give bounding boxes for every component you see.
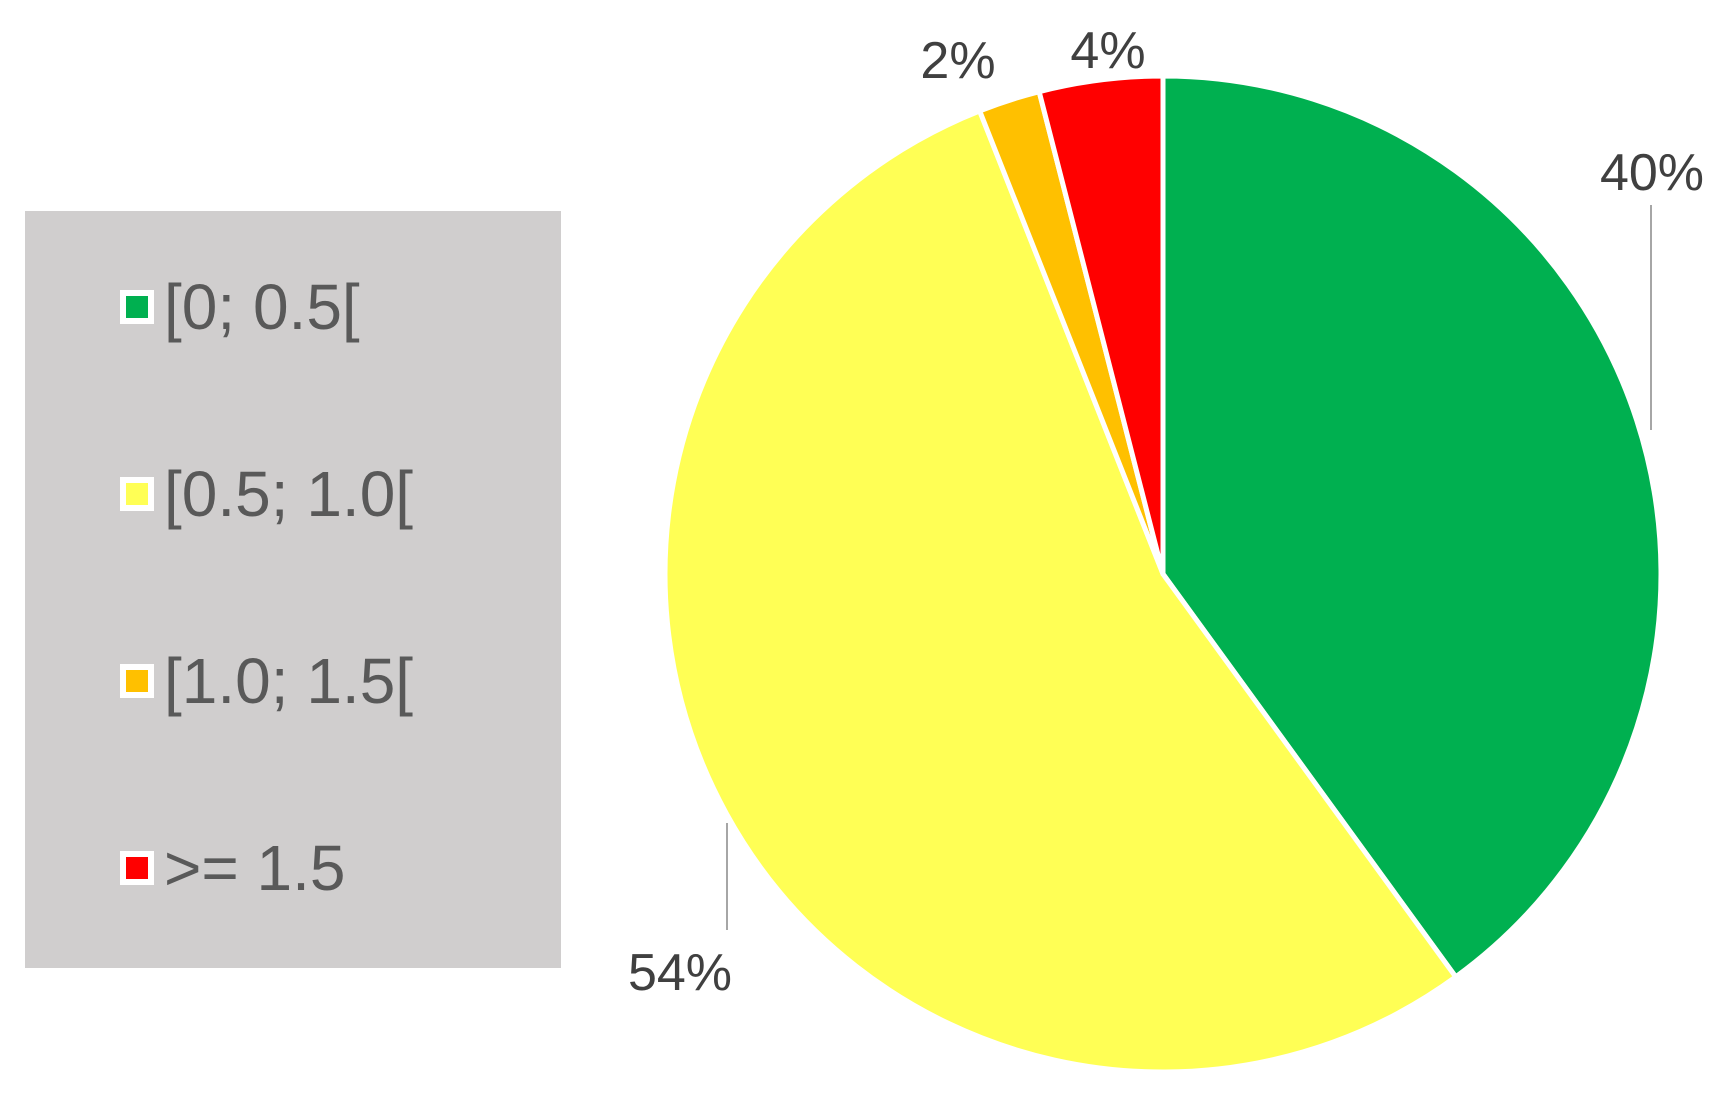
pie-slice-1 <box>662 108 1459 1075</box>
chart-legend: [0; 0.5[ [0.5; 1.0[ [1.0; 1.5[ >= 1.5 <box>25 211 561 968</box>
legend-swatch-2 <box>120 664 154 698</box>
pie-slice-3 <box>1036 73 1166 577</box>
data-labels: 40% 54% 2% 4% <box>628 22 1704 1002</box>
data-label-2: 2% <box>920 32 995 90</box>
legend-item-1: [0.5; 1.0[ <box>120 458 414 530</box>
legend-label-0: [0; 0.5[ <box>164 271 360 343</box>
legend-label-2: [1.0; 1.5[ <box>164 645 414 717</box>
pie-slice-0 <box>1160 73 1664 980</box>
legend-label-3: >= 1.5 <box>164 832 346 904</box>
legend-item-3: >= 1.5 <box>120 832 346 904</box>
data-label-3: 4% <box>1070 22 1145 80</box>
leader-lines <box>726 205 1652 930</box>
data-label-1: 54% <box>628 944 732 1002</box>
legend-label-1: [0.5; 1.0[ <box>164 458 414 530</box>
pie-slices <box>662 73 1664 1075</box>
legend-item-0: [0; 0.5[ <box>120 271 360 343</box>
legend-swatch-0 <box>120 290 154 324</box>
data-label-0: 40% <box>1600 144 1704 202</box>
legend-item-2: [1.0; 1.5[ <box>120 645 414 717</box>
legend-swatch-3 <box>120 851 154 885</box>
legend-swatch-1 <box>120 477 154 511</box>
